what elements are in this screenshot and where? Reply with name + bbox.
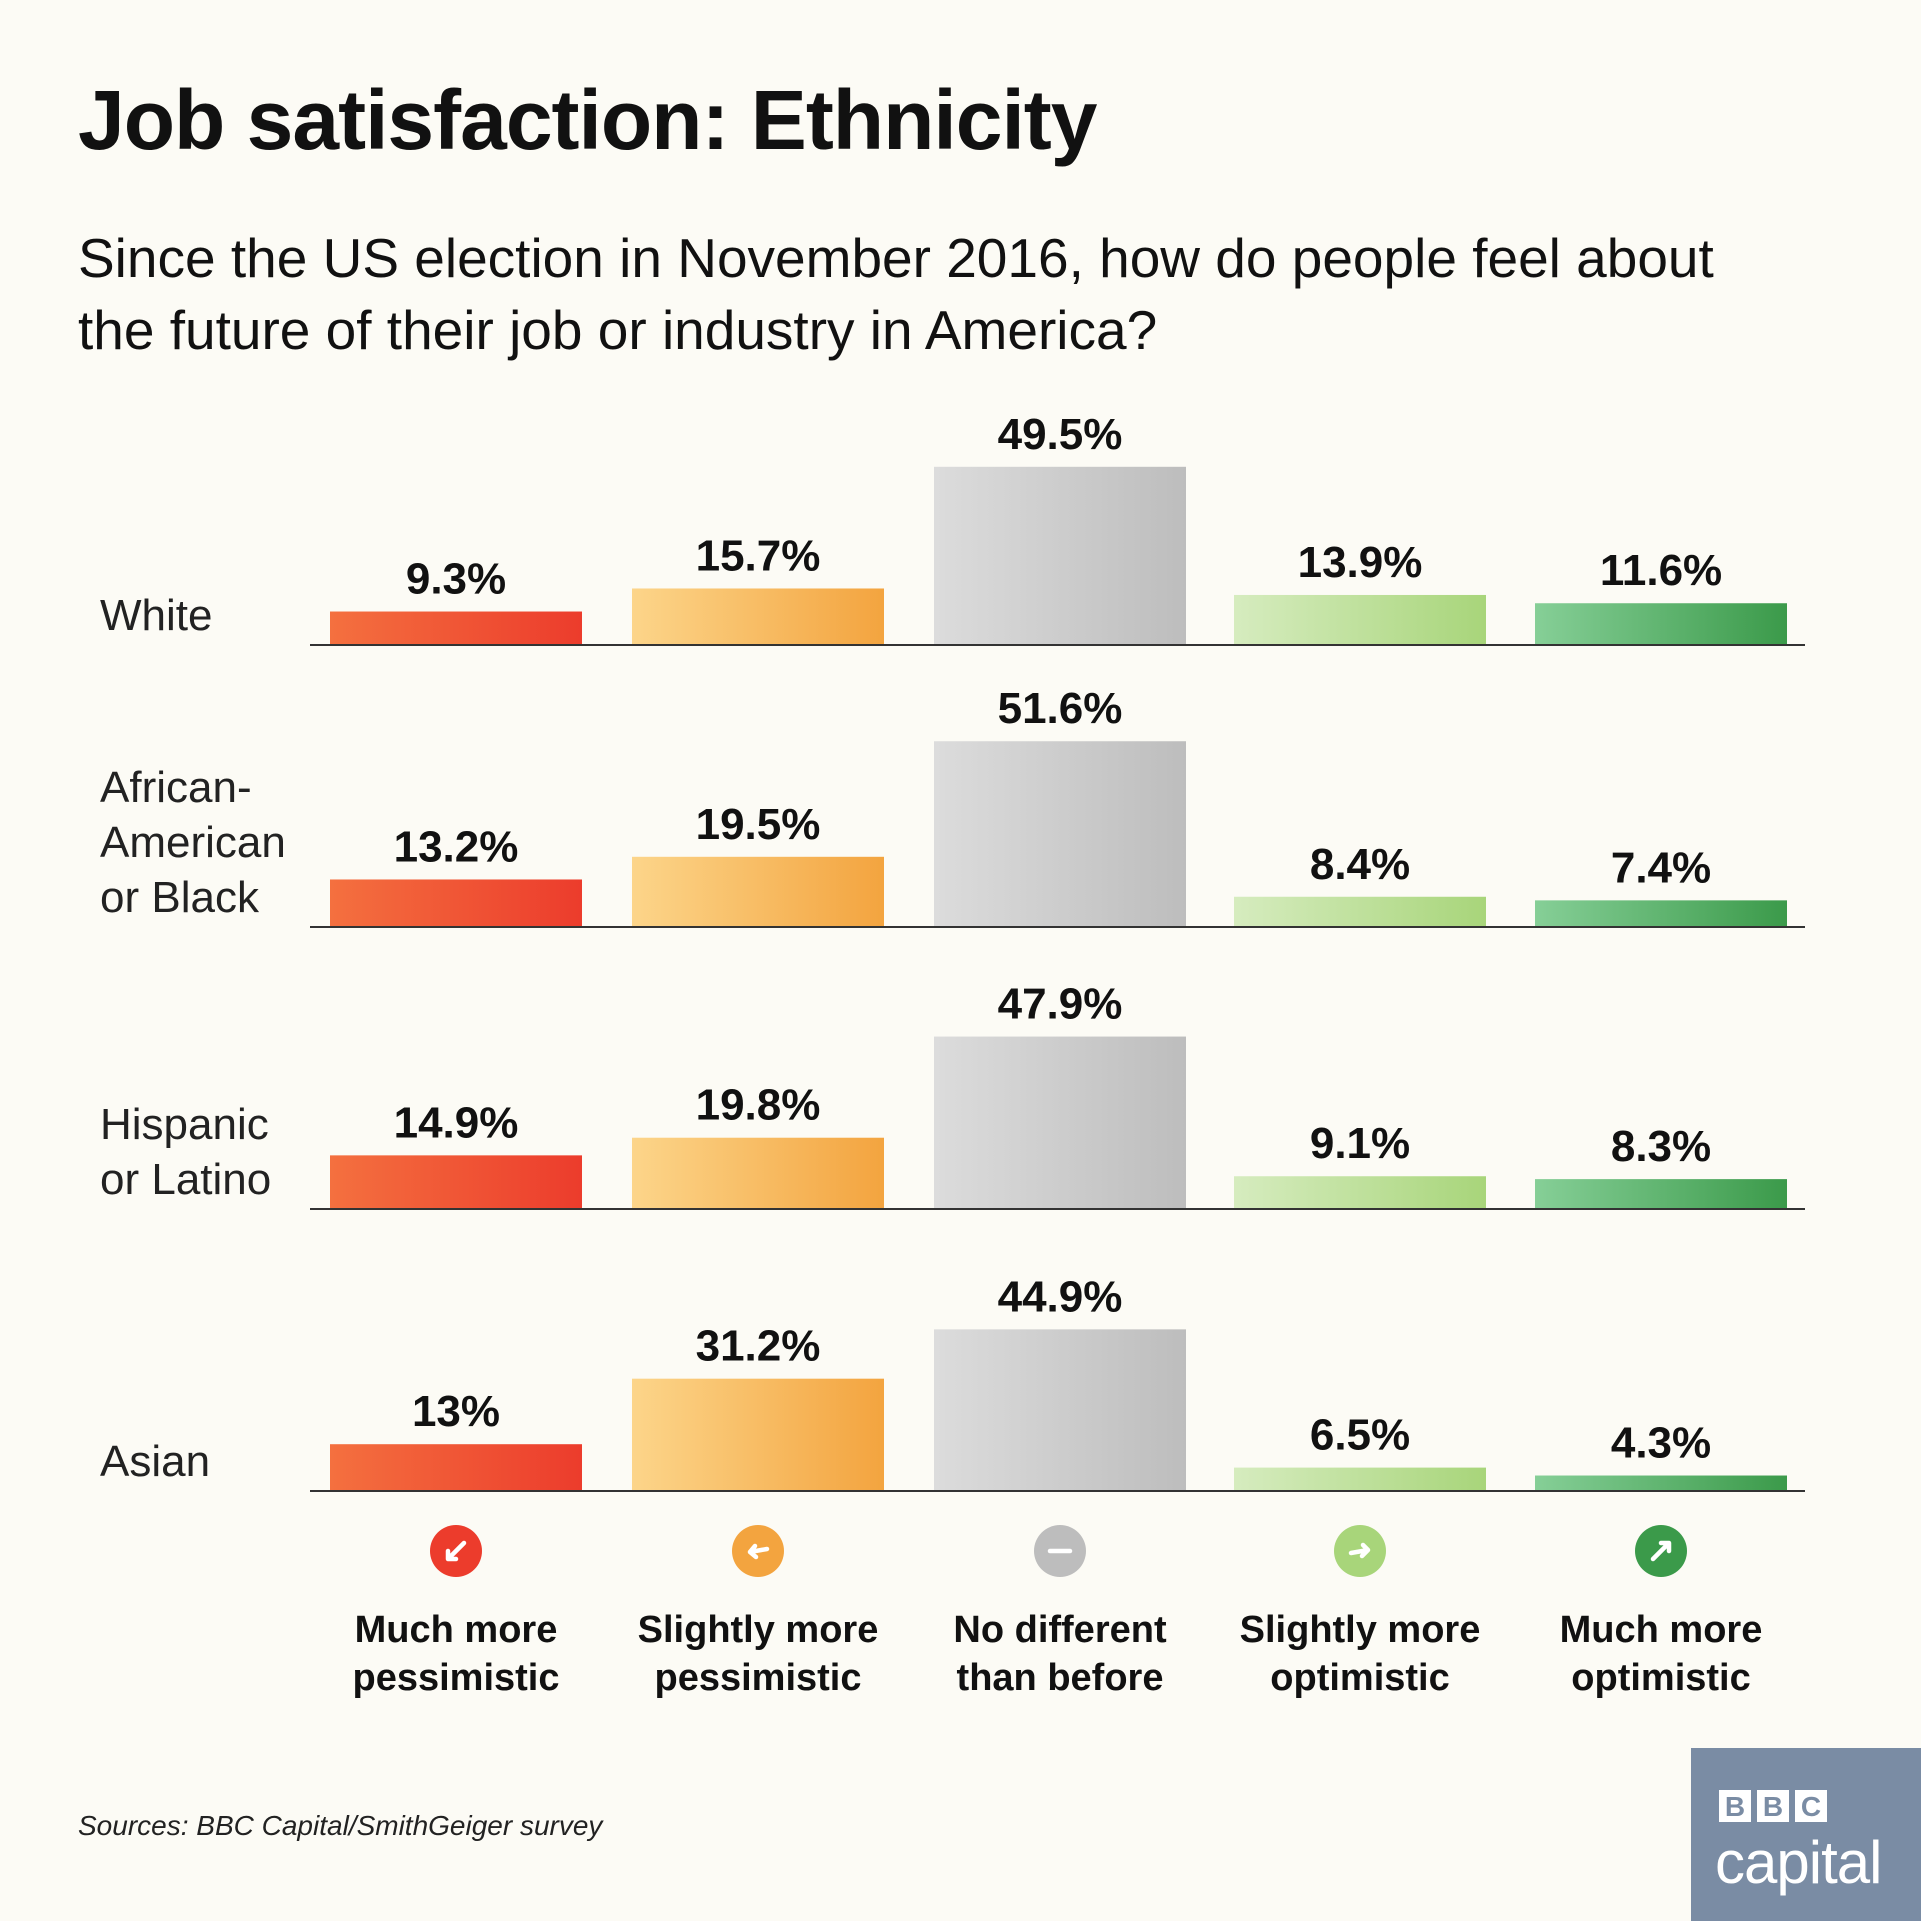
bar (1234, 1176, 1486, 1209)
value-label: 49.5% (998, 410, 1123, 459)
bar (1234, 896, 1486, 927)
bar (1535, 603, 1787, 645)
value-label: 19.8% (696, 1081, 821, 1130)
value-label: 31.2% (696, 1322, 821, 1371)
row-label: White (100, 591, 212, 640)
arrow-left-icon (732, 1525, 784, 1577)
value-label: 4.3% (1611, 1419, 1711, 1468)
value-label: 13.9% (1298, 538, 1423, 587)
value-label: 13% (412, 1387, 500, 1436)
value-label: 9.1% (1310, 1119, 1410, 1168)
arrow-down-left-icon (430, 1525, 482, 1577)
bar (632, 1378, 884, 1491)
bar (1535, 1475, 1787, 1491)
row-white: White 9.3% 15.7% 49.5% 13.9% 11.6% (100, 410, 1805, 646)
logo-letter: C (1795, 1790, 1827, 1822)
value-label: 14.9% (394, 1098, 519, 1147)
bar (1234, 1467, 1486, 1491)
value-label: 8.3% (1611, 1122, 1711, 1171)
value-label: 8.4% (1310, 840, 1410, 889)
row-label: Hispanic or Latino (100, 1100, 271, 1204)
bar (1535, 900, 1787, 927)
arrow-up-right-icon (1635, 1525, 1687, 1577)
bar (632, 1137, 884, 1209)
bar (330, 1444, 582, 1491)
arrow-right-icon (1334, 1525, 1386, 1577)
bar (1234, 594, 1486, 645)
bar (632, 856, 884, 927)
bbc-capital-logo: B B C capital (1691, 1748, 1921, 1921)
bar (934, 1036, 1186, 1209)
value-label: 19.5% (696, 800, 821, 849)
value-label: 47.9% (998, 980, 1123, 1029)
bar (330, 1155, 582, 1209)
value-label: 15.7% (696, 531, 821, 580)
logo-word: capital (1715, 1829, 1882, 1896)
row-african-american-or-black: African-American or Black 13.2% 19.5% 51.6% 8… (100, 684, 1805, 928)
bar (934, 1329, 1186, 1491)
value-label: 13.2% (394, 822, 519, 871)
value-label: 7.4% (1611, 843, 1711, 892)
value-label: 9.3% (406, 555, 506, 604)
value-label: 6.5% (1310, 1411, 1410, 1460)
source-note: Sources: BBC Capital/SmithGeiger survey (78, 1810, 603, 1841)
row-label: African-American or Black (100, 763, 286, 922)
category-label: Much more optimistic (1560, 1609, 1763, 1699)
bar (934, 741, 1186, 927)
bar (330, 879, 582, 927)
category-label: Slightly more pessimistic (638, 1609, 879, 1699)
logo-letter: B (1757, 1790, 1789, 1822)
row-label: Asian (100, 1437, 210, 1486)
category-label: No different than before (953, 1609, 1167, 1699)
row-hispanic-or-latino: Hispanic or Latino 14.9% 19.8% 47.9% 9.1% 8.3% (100, 980, 1805, 1210)
page-title: Job satisfaction: Ethnicity (78, 73, 1097, 167)
bar (1535, 1179, 1787, 1209)
value-label: 44.9% (998, 1272, 1123, 1321)
value-label: 51.6% (998, 684, 1123, 733)
bar (632, 588, 884, 645)
value-label: 11.6% (1600, 546, 1722, 595)
row-asian: Asian 13% 31.2% 44.9% 6.5% 4.3% (100, 1272, 1805, 1492)
category-label: Slightly more optimistic (1240, 1609, 1481, 1699)
bar (934, 466, 1186, 645)
minus-icon (1034, 1525, 1086, 1577)
logo-letter: B (1719, 1790, 1751, 1822)
category-label: Much more pessimistic (353, 1609, 560, 1699)
chart-subtitle: Since the US election in November 2016, … (78, 227, 1714, 361)
bar (330, 611, 582, 645)
